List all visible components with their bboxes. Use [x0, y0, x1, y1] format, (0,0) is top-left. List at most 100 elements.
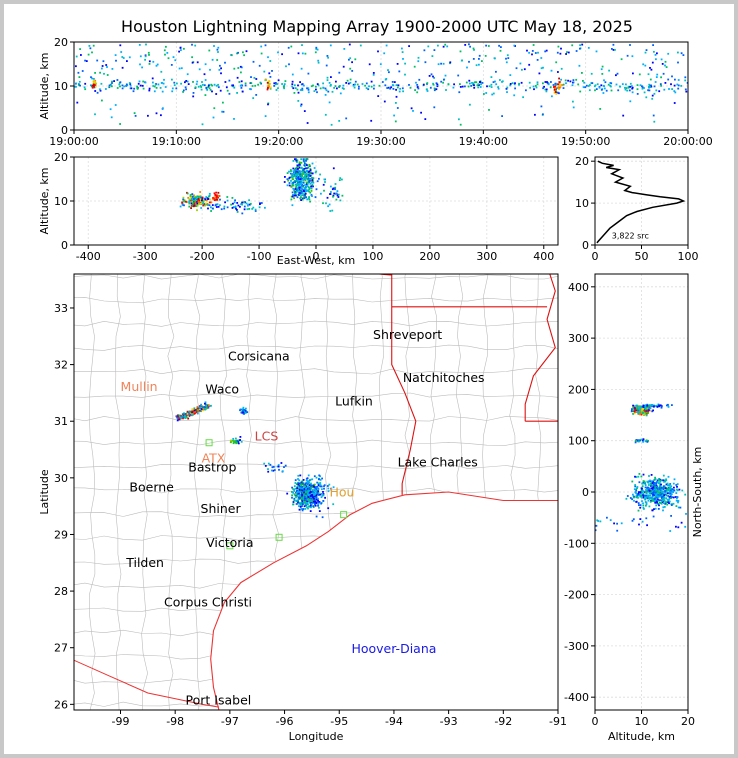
gulf-water — [210, 492, 558, 710]
source-point — [310, 499, 313, 502]
x-tick-label: -96 — [276, 715, 294, 728]
source-point — [172, 56, 175, 58]
source-point — [122, 57, 125, 59]
source-point — [319, 493, 322, 496]
source-point — [315, 476, 318, 479]
source-point — [232, 438, 235, 440]
source-point — [667, 501, 669, 503]
source-point — [329, 44, 332, 47]
source-point — [157, 83, 160, 86]
source-point — [189, 195, 192, 198]
source-point — [617, 89, 620, 92]
source-point — [206, 404, 209, 407]
source-point — [171, 78, 173, 81]
source-point — [551, 95, 553, 98]
source-point — [304, 496, 306, 498]
source-point — [579, 44, 581, 47]
source-point — [189, 194, 192, 196]
source-point — [191, 410, 194, 413]
source-point — [498, 44, 500, 47]
source-point — [296, 175, 299, 177]
source-point — [192, 202, 194, 205]
source-point — [144, 55, 147, 58]
y-tick-label: 26 — [54, 698, 68, 711]
source-point — [506, 54, 509, 57]
source-point — [313, 483, 316, 486]
source-point — [594, 529, 597, 532]
source-point — [665, 494, 668, 497]
source-point — [296, 487, 299, 489]
source-point — [395, 88, 397, 91]
source-point — [628, 89, 631, 92]
source-point — [321, 494, 324, 497]
source-point — [259, 81, 262, 84]
source-point — [184, 200, 187, 203]
y-tick-label: 29 — [54, 528, 68, 541]
source-point — [311, 177, 314, 179]
source-point — [241, 90, 244, 93]
source-point — [341, 194, 344, 197]
source-point — [162, 107, 164, 110]
source-point — [267, 103, 269, 106]
source-point — [298, 172, 301, 175]
source-point — [664, 487, 667, 490]
source-point — [501, 115, 503, 117]
source-point — [556, 51, 559, 54]
source-point — [307, 91, 310, 94]
source-point — [559, 84, 562, 87]
source-point — [542, 82, 544, 85]
source-point — [293, 493, 296, 496]
source-point — [193, 195, 196, 198]
source-point — [301, 175, 303, 177]
source-point — [236, 209, 238, 211]
source-point — [182, 417, 184, 420]
source-point — [304, 158, 306, 161]
source-point — [401, 51, 404, 53]
source-point — [239, 65, 242, 68]
source-point — [613, 522, 615, 525]
source-point — [180, 82, 182, 85]
source-point — [125, 85, 128, 87]
source-point — [178, 67, 181, 70]
source-point — [281, 83, 283, 85]
source-point — [300, 83, 303, 86]
source-point — [600, 88, 603, 91]
source-point — [312, 84, 314, 87]
source-point — [553, 91, 556, 94]
source-point — [307, 179, 310, 182]
source-point — [395, 102, 397, 104]
source-point — [79, 84, 81, 87]
source-point — [671, 488, 674, 490]
source-point — [200, 408, 203, 410]
source-point — [248, 208, 251, 210]
source-point — [322, 82, 324, 85]
source-point — [193, 196, 196, 199]
source-point — [300, 173, 303, 175]
source-point — [377, 50, 379, 53]
source-point — [658, 495, 660, 498]
source-point — [236, 202, 239, 204]
source-point — [652, 498, 654, 501]
source-point — [295, 503, 298, 505]
source-point — [301, 198, 304, 201]
source-point — [286, 184, 289, 187]
source-point — [304, 191, 306, 193]
source-point — [307, 175, 310, 178]
radar-label: ATX — [202, 451, 226, 466]
source-point — [207, 406, 210, 409]
source-point — [93, 85, 95, 88]
source-point — [672, 491, 674, 493]
source-point — [630, 410, 633, 413]
source-point — [322, 494, 325, 497]
source-point — [648, 83, 651, 86]
source-point — [341, 87, 344, 89]
source-point — [582, 86, 585, 89]
source-point — [136, 85, 138, 88]
source-point — [311, 484, 314, 487]
source-point — [215, 84, 218, 87]
source-point — [338, 120, 341, 122]
source-point — [650, 474, 653, 476]
source-point — [314, 503, 316, 505]
source-point — [386, 87, 389, 89]
source-point — [185, 88, 187, 91]
